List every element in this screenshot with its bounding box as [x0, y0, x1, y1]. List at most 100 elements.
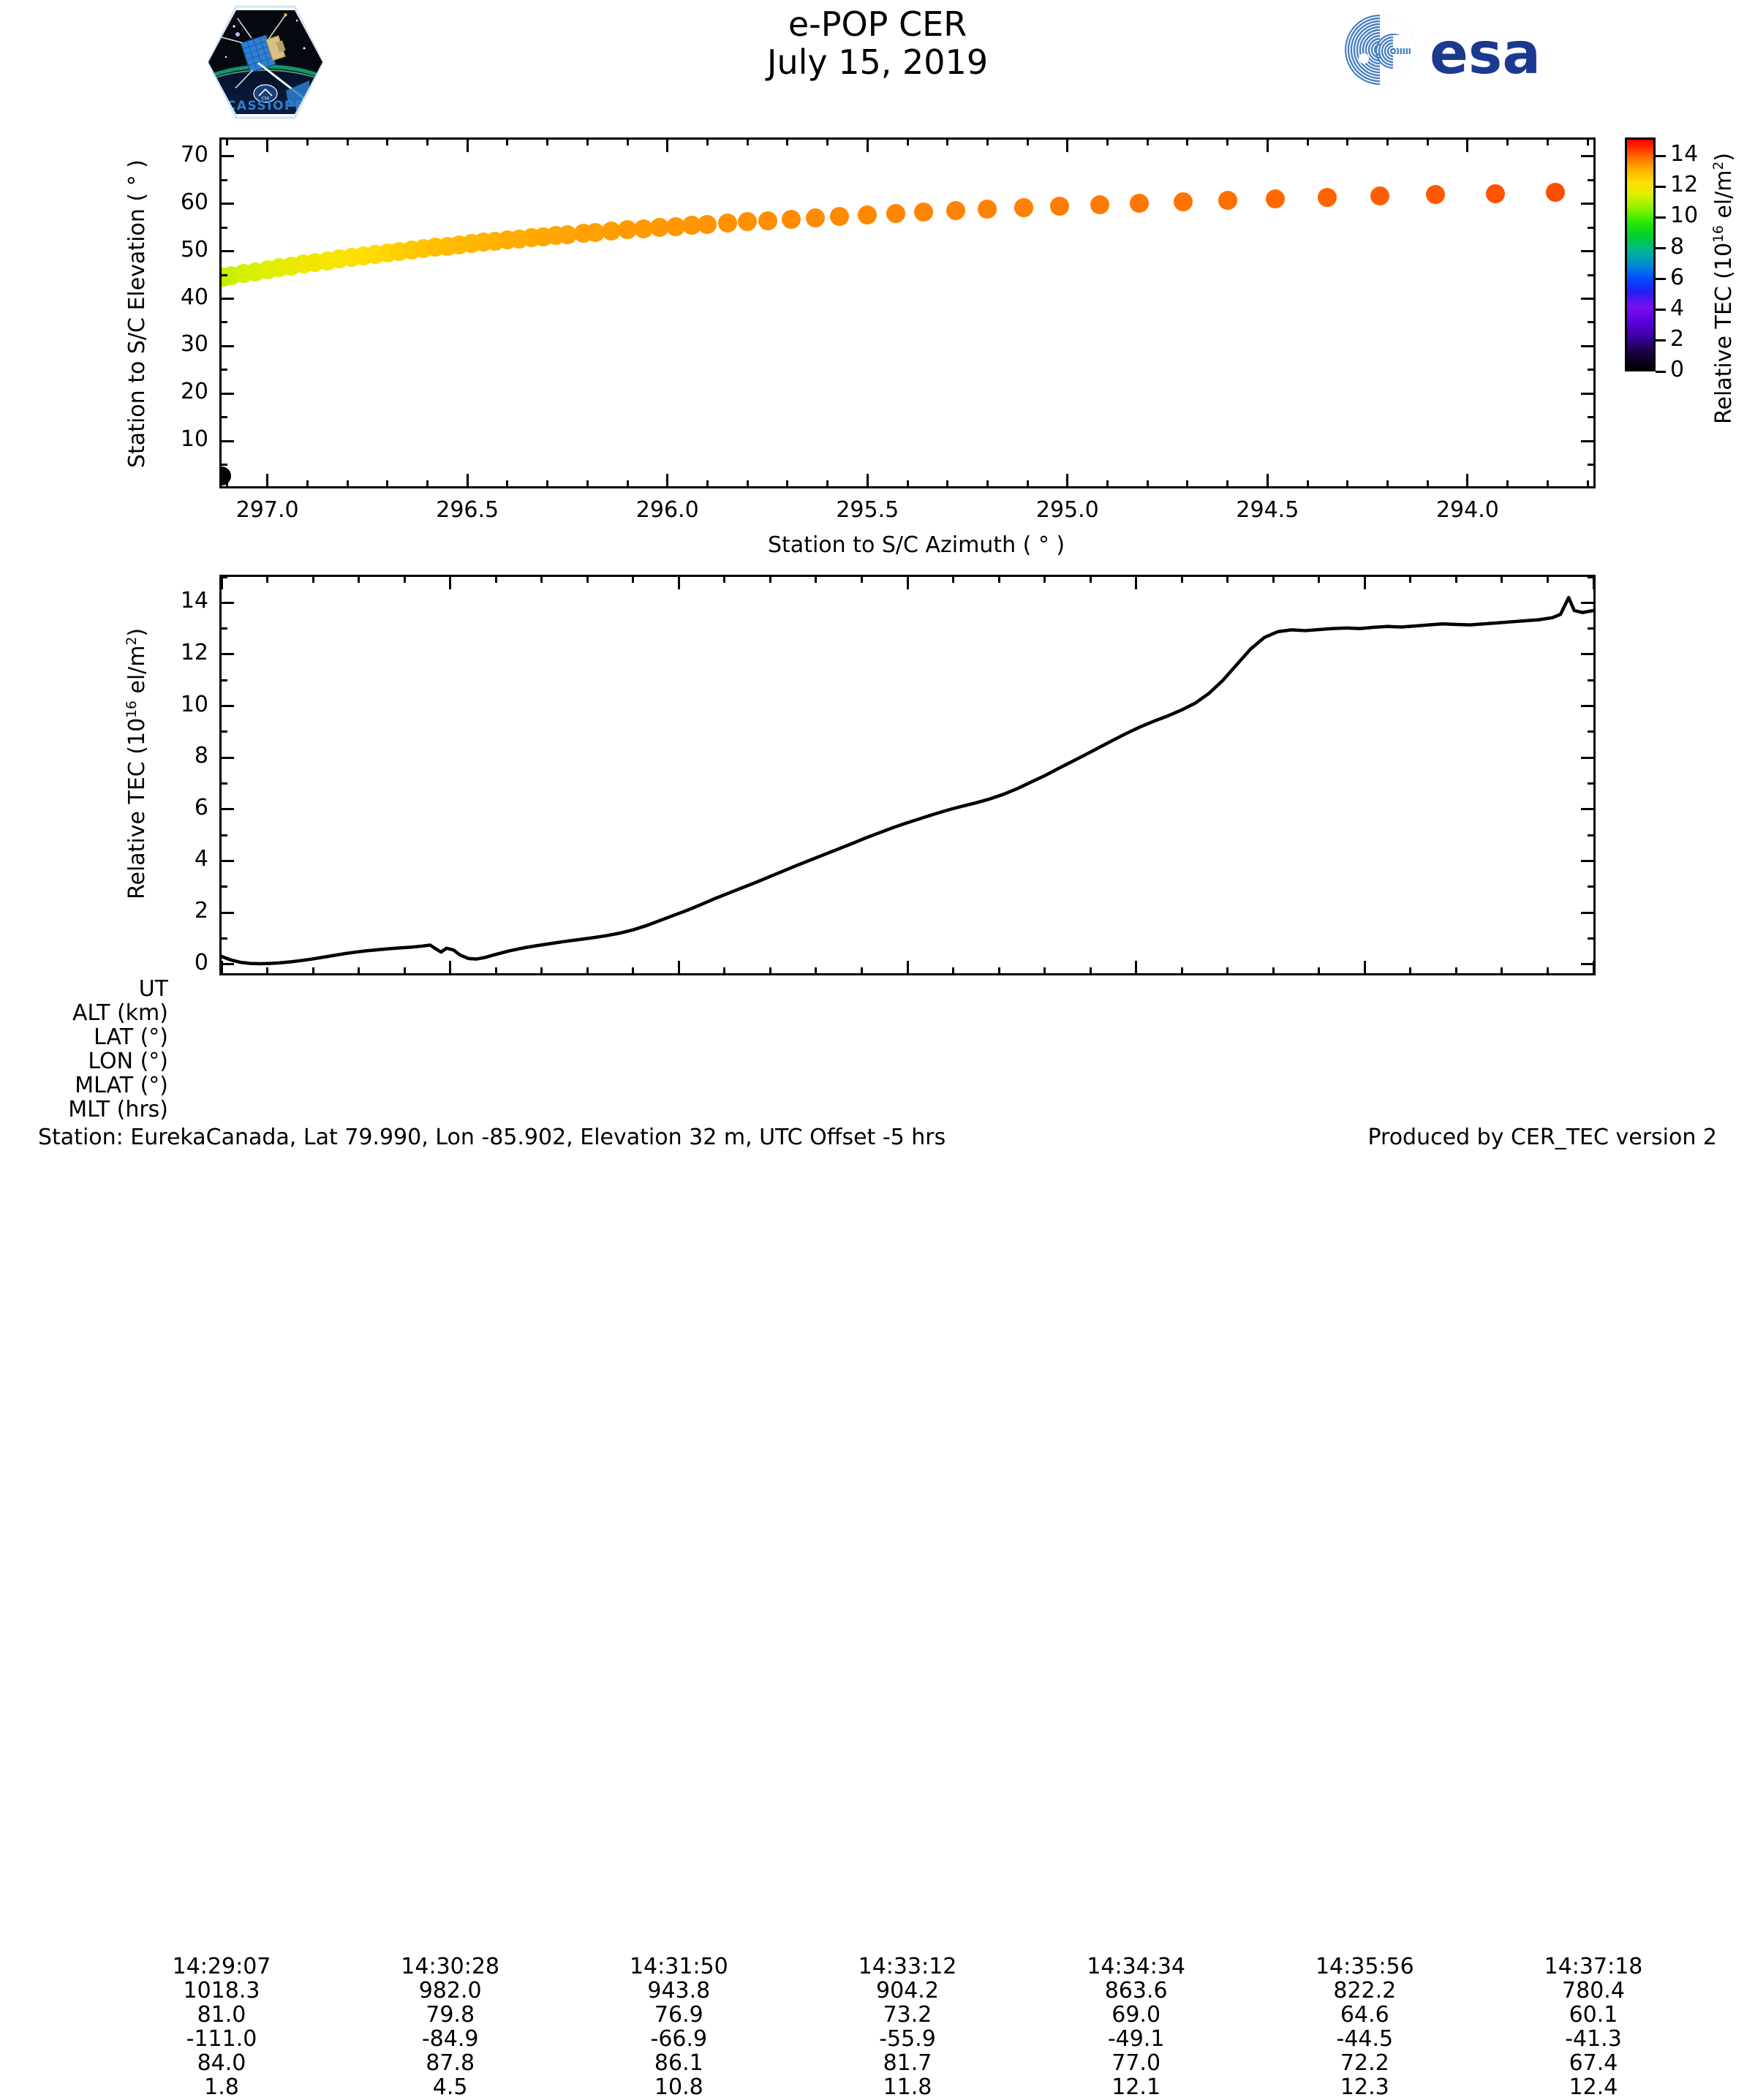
esa-logo-text: esa	[1430, 21, 1541, 86]
x-tick-label: 295.0	[1035, 497, 1099, 523]
axis-tick	[219, 859, 234, 862]
axis-tick	[632, 575, 635, 583]
y-tick-label: 20	[180, 379, 208, 405]
table-row-label: LAT (°)	[94, 1024, 168, 1050]
table-cell-value: 1.8	[204, 2074, 239, 2100]
table-cell-value: 67.4	[1569, 2050, 1618, 2076]
axis-tick	[219, 321, 227, 324]
scatter-point	[586, 222, 605, 242]
table-cell: 87.8	[378, 1073, 588, 2075]
table-cell: 81.0	[168, 1025, 378, 2027]
table-cell-value: 79.8	[426, 2002, 475, 2028]
x-tick-label: 297.0	[235, 497, 299, 523]
axis-tick	[1066, 474, 1069, 488]
axis-tick	[1546, 575, 1549, 583]
axis-tick	[219, 782, 227, 785]
axis-tick	[586, 967, 589, 975]
table-cell-value: 87.8	[426, 2050, 475, 2076]
axis-tick	[815, 575, 818, 583]
axis-tick	[219, 178, 227, 181]
scatter-point	[557, 224, 577, 244]
table-row-label: MLAT (°)	[75, 1073, 168, 1098]
axis-tick	[1581, 392, 1596, 395]
axis-tick	[1146, 137, 1149, 146]
axis-tick	[219, 369, 227, 371]
axis-tick	[219, 601, 234, 604]
axis-tick	[386, 137, 389, 146]
table-cell: -49.1	[1008, 1049, 1218, 2051]
table-row: LON (°) -111.0 -84.9 -66.9 -55.9 -49.1 -44.5 -4…	[0, 1049, 1638, 2051]
axis-tick	[746, 480, 749, 488]
y-tick-label: 70	[180, 141, 208, 167]
axis-tick	[1318, 967, 1321, 975]
x-tick-label: 295.5	[836, 497, 899, 523]
scatter-y-axis-label: Station to S/C Elevation ( ° )	[124, 159, 150, 468]
axis-tick	[1146, 480, 1149, 488]
axis-tick	[1226, 967, 1229, 975]
table-row: LAT (°) 81.0 79.8 76.9 73.2 69.0 64.6 60.1	[0, 1024, 1638, 2027]
axis-tick	[1588, 226, 1596, 229]
axis-tick	[1581, 963, 1596, 966]
axis-tick	[546, 480, 549, 488]
axis-tick	[1588, 575, 1596, 578]
axis-tick	[815, 967, 818, 975]
colorbar-tick-label: 4	[1670, 295, 1685, 321]
axis-tick	[1592, 961, 1595, 975]
axis-tick	[1588, 679, 1596, 681]
table-cell-value: 14:35:56	[1315, 1954, 1414, 1979]
table-cell-value: 81.7	[883, 2050, 932, 2076]
scatter-point	[1014, 198, 1033, 217]
axis-tick	[219, 885, 227, 888]
axis-tick	[426, 137, 429, 146]
axis-tick	[1454, 967, 1457, 975]
scatter-point	[222, 467, 231, 486]
cassiope-logo-text: CASSIOPE	[227, 99, 304, 113]
scatter-point	[738, 211, 758, 231]
table-cell: 4.5	[378, 1098, 588, 2099]
axis-tick	[1426, 480, 1429, 488]
table-cell-value: 14:37:18	[1544, 1954, 1643, 1979]
axis-tick	[723, 967, 726, 975]
axis-tick	[1506, 137, 1509, 146]
axis-tick	[1135, 575, 1138, 589]
table-cell: 14:33:12	[798, 977, 1008, 1979]
axis-tick	[1346, 137, 1349, 146]
axis-tick	[1180, 575, 1183, 583]
axis-tick	[1581, 155, 1596, 158]
scatter-point	[1218, 191, 1237, 211]
scatter-point	[1370, 186, 1389, 206]
colorbar-tick-label: 2	[1670, 325, 1685, 352]
axis-tick	[1592, 575, 1595, 589]
colorbar-tick	[1656, 278, 1666, 281]
axis-tick	[219, 439, 234, 442]
table-row-label: ALT (km)	[72, 1000, 168, 1026]
table-row: UT 14:29:07 14:30:28 14:31:50 14:33:12 14:34:…	[0, 977, 1643, 1979]
axis-tick	[219, 155, 234, 158]
axis-tick	[786, 480, 789, 488]
axis-tick	[1588, 885, 1596, 888]
axis-tick	[1409, 967, 1412, 975]
table-cell-value: 14:30:28	[401, 1954, 500, 1979]
axis-tick	[906, 575, 909, 589]
axis-tick	[226, 480, 229, 488]
table-cell-value: -44.5	[1336, 2026, 1394, 2052]
axis-tick	[1588, 834, 1596, 836]
header: CSA CASSIOPE e-POP CER July 15, 2019	[0, 0, 1755, 124]
y-tick-label: 14	[180, 588, 208, 614]
colorbar-tick	[1656, 185, 1666, 188]
axis-tick	[219, 730, 227, 733]
table-cell: 84.0	[168, 1073, 378, 2075]
axis-tick	[1363, 961, 1366, 975]
axis-tick	[1581, 601, 1596, 604]
axis-tick	[866, 137, 869, 152]
table-cell: -111.0	[168, 1049, 378, 2051]
scatter-point	[698, 214, 717, 234]
colorbar-tick-label: 14	[1670, 141, 1699, 167]
table-cell-value: 76.9	[654, 2002, 703, 2028]
y-tick-label: 40	[180, 284, 208, 310]
table-cell-value: -66.9	[650, 2026, 708, 2052]
colorbar-tick-label: 6	[1670, 264, 1685, 290]
axis-tick	[219, 911, 234, 914]
axis-tick	[358, 967, 361, 975]
axis-tick	[1588, 416, 1596, 419]
